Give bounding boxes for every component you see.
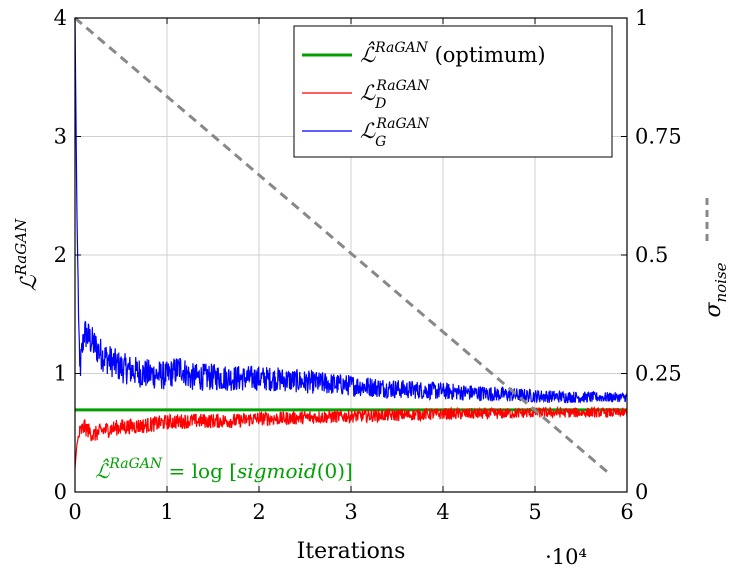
y2-axis-label: σnoise — [701, 262, 730, 317]
y2-tick-label: 1 — [635, 6, 648, 30]
legend-label-discriminator: ℒD RaGAN — [360, 78, 430, 112]
legend-label-generator-symbol: ℒ — [360, 119, 376, 143]
y2-tick-label: 0.5 — [635, 243, 668, 267]
x-tick-label: 5 — [528, 500, 541, 524]
noise-line — [74, 16, 610, 475]
legend-label-optimum: ℒ̂RaGAN (optimum) — [360, 40, 546, 67]
legend-label-optimum-symbol: ℒ̂ — [360, 41, 376, 67]
series-layer — [74, 16, 628, 475]
legend-label-optimum-superscript: RaGAN — [374, 40, 429, 56]
annotation-superscript: RaGAN — [108, 456, 163, 472]
y2-axis-label-subscript: noise — [712, 262, 730, 302]
y-tick-label: 3 — [54, 125, 67, 149]
y-axis-label-superscript: RaGAN — [12, 218, 30, 276]
x-axis-label: Iterations — [297, 539, 406, 564]
annotation-argument: (0)] — [317, 459, 353, 483]
y-tick-label: 2 — [54, 243, 67, 267]
y2-tick-label: 0.75 — [635, 125, 682, 149]
legend-label-optimum-suffix: (optimum) — [428, 43, 546, 67]
legend-label-discriminator-superscript: RaGAN — [375, 78, 430, 94]
y-tick-label: 0 — [54, 480, 67, 504]
legend-label-discriminator-subscript: D — [374, 96, 386, 112]
x-tick-label: 3 — [344, 500, 357, 524]
y2-tick-label: 0 — [635, 480, 648, 504]
legend-label-generator-superscript: RaGAN — [375, 116, 430, 132]
legend-label-generator: ℒG RaGAN — [360, 116, 430, 150]
x-tick-label: 6 — [620, 500, 633, 524]
annotation-formula: = log [ — [162, 459, 237, 483]
legend-label-discriminator-symbol: ℒ — [360, 81, 376, 105]
y-tick-label: 1 — [54, 362, 67, 386]
y2-axis-label-text: σ — [701, 302, 726, 318]
annotation-function: sigmoid — [237, 459, 317, 483]
x-tick-label: 4 — [436, 500, 449, 524]
annotation-symbol: ℒ̂ — [95, 458, 110, 483]
legend: ℒ̂RaGAN (optimum) ℒDRaGAN ℒGRaGAN — [293, 25, 613, 158]
x-axis-multiplier: ·10⁴ — [545, 545, 587, 569]
x-tick-label: 1 — [160, 500, 173, 524]
x-tick-label: 2 — [252, 500, 265, 524]
y-axis-label-text: ℒ — [17, 274, 42, 291]
generator-loss-line — [74, 17, 628, 404]
optimum-annotation: ℒ̂RaGAN = log [sigmoid(0)] — [95, 456, 353, 483]
discriminator-loss-line — [74, 405, 628, 469]
legend-label-generator-subscript: G — [375, 134, 386, 150]
legend-box — [293, 25, 613, 158]
y-axis-label: ℒRaGAN — [12, 218, 42, 291]
x-tick-label: 0 — [68, 500, 81, 524]
y2-tick-label: 0.25 — [635, 362, 682, 386]
y-tick-label: 4 — [54, 6, 67, 30]
